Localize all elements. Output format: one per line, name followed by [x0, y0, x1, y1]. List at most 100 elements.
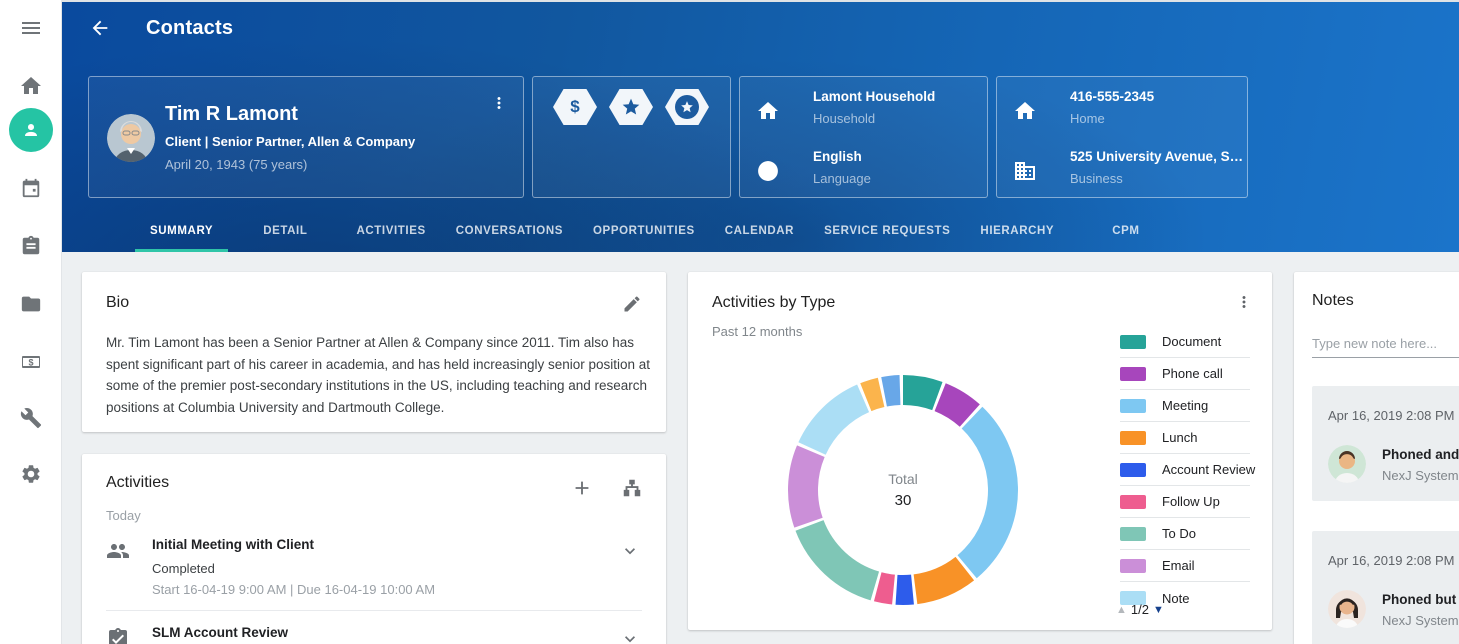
household-value: Lamont Household: [813, 89, 936, 104]
phone-value: 416-555-2345: [1070, 89, 1155, 104]
note-item: Apr 16, 2019 2:08 PM Phoned but co NexJ …: [1312, 531, 1459, 644]
activities-by-type-card: Activities by Type Past 12 months Total …: [688, 272, 1272, 630]
household-card[interactable]: Lamont Household Household English Langu…: [739, 76, 988, 198]
legend-label: To Do: [1162, 526, 1196, 541]
sidebar-item-settings[interactable]: [11, 454, 51, 494]
add-activity-icon[interactable]: [570, 476, 594, 500]
tab-cpm[interactable]: CPM: [1112, 225, 1140, 237]
dollar-badge-icon[interactable]: $: [553, 89, 597, 125]
legend-page-indicator: 1/2: [1130, 602, 1149, 617]
star-circle-badge-icon[interactable]: [665, 89, 709, 125]
chart-subtitle: Past 12 months: [712, 324, 803, 339]
edit-bio-icon[interactable]: [620, 292, 644, 316]
chevron-down-icon[interactable]: [618, 539, 642, 563]
bio-title: Bio: [106, 294, 130, 311]
star-badge-icon[interactable]: [609, 89, 653, 125]
legend-swatch: [1120, 398, 1146, 413]
tab-detail[interactable]: DETAIL: [263, 225, 308, 237]
task-check-icon: [106, 625, 152, 644]
activity-row[interactable]: Initial Meeting with Client Completed St…: [106, 537, 642, 597]
note-author-avatar: [1328, 590, 1366, 628]
activity-title: SLM Account Review: [152, 625, 289, 640]
legend-swatch: [1120, 526, 1146, 541]
building-icon: [1013, 159, 1039, 185]
tab-service-requests[interactable]: SERVICE REQUESTS: [824, 225, 951, 237]
note-timestamp: Apr 16, 2019 2:08 PM: [1328, 553, 1455, 568]
legend-item[interactable]: Follow Up: [1120, 486, 1250, 518]
note-timestamp: Apr 16, 2019 2:08 PM: [1328, 408, 1455, 423]
activity-row[interactable]: SLM Account Review Outstanding: [106, 625, 642, 644]
legend-label: Lunch: [1162, 430, 1198, 445]
activity-title: Initial Meeting with Client: [152, 537, 314, 552]
language-value: English: [813, 149, 862, 164]
sidebar-item-tools[interactable]: [11, 398, 51, 438]
menu-icon[interactable]: [11, 8, 51, 48]
note-author: NexJ System: [1382, 613, 1459, 628]
donut-chart[interactable]: [783, 370, 1023, 610]
sidebar-item-tasks[interactable]: [11, 226, 51, 266]
tab-summary[interactable]: SUMMARY: [135, 210, 229, 252]
new-note-input[interactable]: [1312, 332, 1459, 358]
legend-label: Meeting: [1162, 398, 1209, 413]
legend-item[interactable]: Note: [1120, 582, 1250, 614]
legend-item[interactable]: Phone call: [1120, 358, 1250, 390]
legend-label: Account Review: [1162, 462, 1256, 477]
left-sidebar: $: [0, 0, 62, 644]
legend-swatch: [1120, 558, 1146, 573]
window-top-edge: [62, 0, 1459, 2]
contact-identity-card[interactable]: Tim R Lamont Client | Senior Partner, Al…: [88, 76, 524, 198]
home-icon: [756, 99, 782, 125]
legend-label: Follow Up: [1162, 494, 1220, 509]
tab-conversations[interactable]: CONVERSATIONS: [455, 225, 564, 237]
legend-swatch: [1120, 591, 1146, 605]
globe-icon: [756, 159, 782, 185]
activities-title: Activities: [106, 474, 170, 491]
chevron-down-icon[interactable]: [618, 627, 642, 644]
svg-text:$: $: [28, 358, 33, 368]
legend-item[interactable]: Email: [1120, 550, 1250, 582]
contact-avatar: [107, 114, 155, 162]
notes-card: Notes Apr 16, 2019 2:08 PM Phoned and le…: [1294, 272, 1459, 644]
notes-title: Notes: [1312, 292, 1354, 309]
address-value: 525 University Avenue, S…: [1070, 149, 1244, 164]
sidebar-item-home[interactable]: [11, 66, 51, 106]
hierarchy-view-icon[interactable]: [620, 476, 644, 500]
sidebar-item-billing[interactable]: $: [11, 342, 51, 382]
activity-schedule: Start 16-04-19 9:00 AM | Due 16-04-19 10…: [152, 582, 436, 597]
legend-page-up-icon[interactable]: ▲: [1116, 603, 1127, 616]
legend-item[interactable]: Document: [1120, 326, 1250, 358]
sidebar-item-files[interactable]: [11, 284, 51, 324]
sidebar-item-contacts[interactable]: [8, 108, 53, 152]
language-label: Language: [813, 171, 871, 186]
contact-card-kebab-icon[interactable]: [489, 91, 509, 115]
badges-card: $: [532, 76, 731, 198]
legend-item[interactable]: Account Review: [1120, 454, 1255, 486]
legend-item[interactable]: Meeting: [1120, 390, 1250, 422]
chart-kebab-icon[interactable]: [1234, 290, 1254, 314]
note-author: NexJ System: [1382, 468, 1459, 483]
legend-swatch: [1120, 430, 1146, 445]
legend-label: Document: [1162, 334, 1222, 349]
tab-calendar[interactable]: CALENDAR: [724, 225, 795, 237]
tab-activities[interactable]: ACTIVITIES: [356, 225, 426, 237]
tab-opportunities[interactable]: OPPORTUNITIES: [593, 225, 695, 237]
legend-item[interactable]: Lunch: [1120, 422, 1250, 454]
legend-page-down-icon[interactable]: ▼: [1152, 603, 1164, 616]
contact-subtitle: Client | Senior Partner, Allen & Company: [165, 134, 416, 149]
phone-address-card[interactable]: 416-555-2345 Home 525 University Avenue,…: [996, 76, 1248, 198]
legend-swatch: [1120, 366, 1146, 381]
back-arrow-icon[interactable]: [86, 14, 114, 42]
legend-label: Phone call: [1162, 366, 1223, 381]
contact-tabs: SUMMARY DETAIL ACTIVITIES CONVERSATIONS …: [62, 210, 1459, 252]
note-item: Apr 16, 2019 2:08 PM Phoned and le NexJ …: [1312, 386, 1459, 501]
note-text: Phoned but co: [1382, 592, 1459, 607]
legend-swatch: [1120, 494, 1146, 509]
sidebar-item-calendar[interactable]: [11, 168, 51, 208]
activities-card: Activities Today Initial Meeting with Cl…: [82, 454, 666, 644]
legend-item[interactable]: To Do: [1120, 518, 1250, 550]
household-label: Household: [813, 111, 876, 126]
tab-hierarchy[interactable]: HIERARCHY: [980, 225, 1055, 237]
phone-label: Home: [1070, 111, 1105, 126]
bio-card: Bio Mr. Tim Lamont has been a Senior Par…: [82, 272, 666, 432]
activity-status: Completed: [152, 561, 215, 576]
